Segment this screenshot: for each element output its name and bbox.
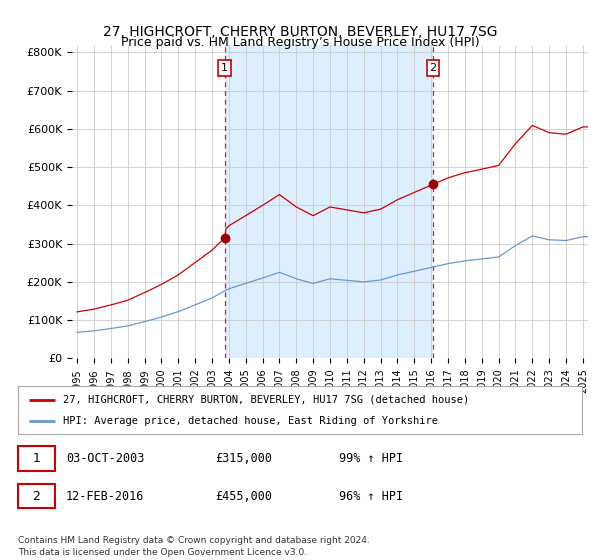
Bar — [224, 45, 433, 358]
Text: Price paid vs. HM Land Registry’s House Price Index (HPI): Price paid vs. HM Land Registry’s House … — [121, 36, 479, 49]
Text: 2: 2 — [32, 489, 40, 502]
Text: HPI: Average price, detached house, East Riding of Yorkshire: HPI: Average price, detached house, East… — [63, 416, 438, 426]
FancyBboxPatch shape — [18, 446, 55, 471]
Text: 27, HIGHCROFT, CHERRY BURTON, BEVERLEY, HU17 7SG (detached house): 27, HIGHCROFT, CHERRY BURTON, BEVERLEY, … — [63, 395, 469, 405]
Text: 96% ↑ HPI: 96% ↑ HPI — [340, 489, 404, 502]
Text: 12-FEB-2016: 12-FEB-2016 — [66, 489, 145, 502]
Text: 27, HIGHCROFT, CHERRY BURTON, BEVERLEY, HU17 7SG: 27, HIGHCROFT, CHERRY BURTON, BEVERLEY, … — [103, 25, 497, 39]
Text: 1: 1 — [221, 63, 228, 73]
Text: 2: 2 — [430, 63, 436, 73]
Text: Contains HM Land Registry data © Crown copyright and database right 2024.
This d: Contains HM Land Registry data © Crown c… — [18, 536, 370, 557]
Text: 1: 1 — [32, 452, 40, 465]
Text: £315,000: £315,000 — [215, 452, 272, 465]
FancyBboxPatch shape — [18, 484, 55, 508]
Text: 99% ↑ HPI: 99% ↑ HPI — [340, 452, 404, 465]
Text: 03-OCT-2003: 03-OCT-2003 — [66, 452, 145, 465]
Text: £455,000: £455,000 — [215, 489, 272, 502]
